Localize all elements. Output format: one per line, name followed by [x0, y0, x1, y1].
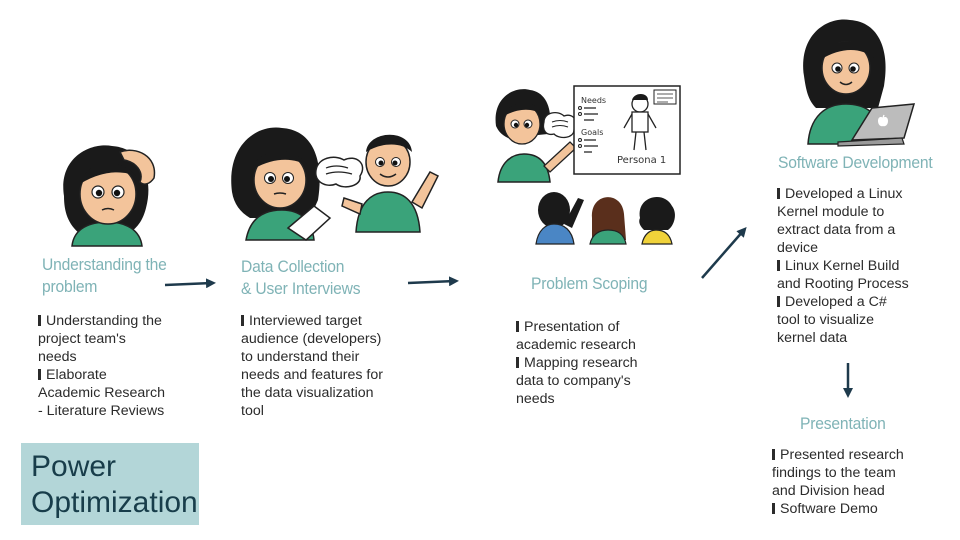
step5-title: Presentation	[800, 414, 886, 433]
bullet-marker	[241, 315, 244, 326]
step4-title: Software Development	[778, 153, 933, 172]
bullet-marker	[772, 503, 775, 514]
bullet-marker	[38, 315, 41, 326]
step2-bullets: Interviewed target audience (developers)…	[241, 313, 383, 419]
persona-name-label: Persona 1	[617, 155, 667, 166]
step1-title: Understanding the problem	[42, 255, 167, 296]
step5-bullets: Presented research findings to the team …	[772, 447, 904, 517]
apple-logo-icon	[878, 114, 888, 127]
bullet-marker	[38, 369, 41, 380]
arrow-step2-to-step3	[407, 276, 459, 287]
badge-line-2: Optimization	[31, 486, 198, 519]
interview-icon	[231, 127, 440, 241]
bullet-marker	[516, 357, 519, 368]
badge-line-1: Power	[31, 450, 117, 483]
persona-goals-label: Goals	[581, 128, 604, 137]
presenter-icon	[495, 85, 681, 183]
arrow-step3-to-step4	[701, 226, 747, 279]
step1-bullets: Understanding the project team's needs E…	[38, 313, 165, 419]
bullet-marker	[516, 321, 519, 332]
laptop-woman-icon	[803, 19, 916, 147]
bullet-marker	[777, 188, 780, 199]
bullet-marker	[777, 296, 780, 307]
bullet-marker	[777, 260, 780, 271]
thinking-woman-icon	[63, 145, 156, 247]
step3-bullets: Presentation of academic research Mappin…	[516, 319, 638, 407]
step3-title: Problem Scoping	[531, 274, 648, 293]
bullet-marker	[772, 449, 775, 460]
step2-title: Data Collection & User Interviews	[241, 257, 361, 298]
step4-bullets: Developed a Linux Kernel module to extra…	[777, 186, 909, 346]
project-title-badge: Power Optimization	[21, 443, 199, 525]
persona-needs-label: Needs	[581, 96, 607, 105]
audience-icon	[535, 192, 675, 245]
